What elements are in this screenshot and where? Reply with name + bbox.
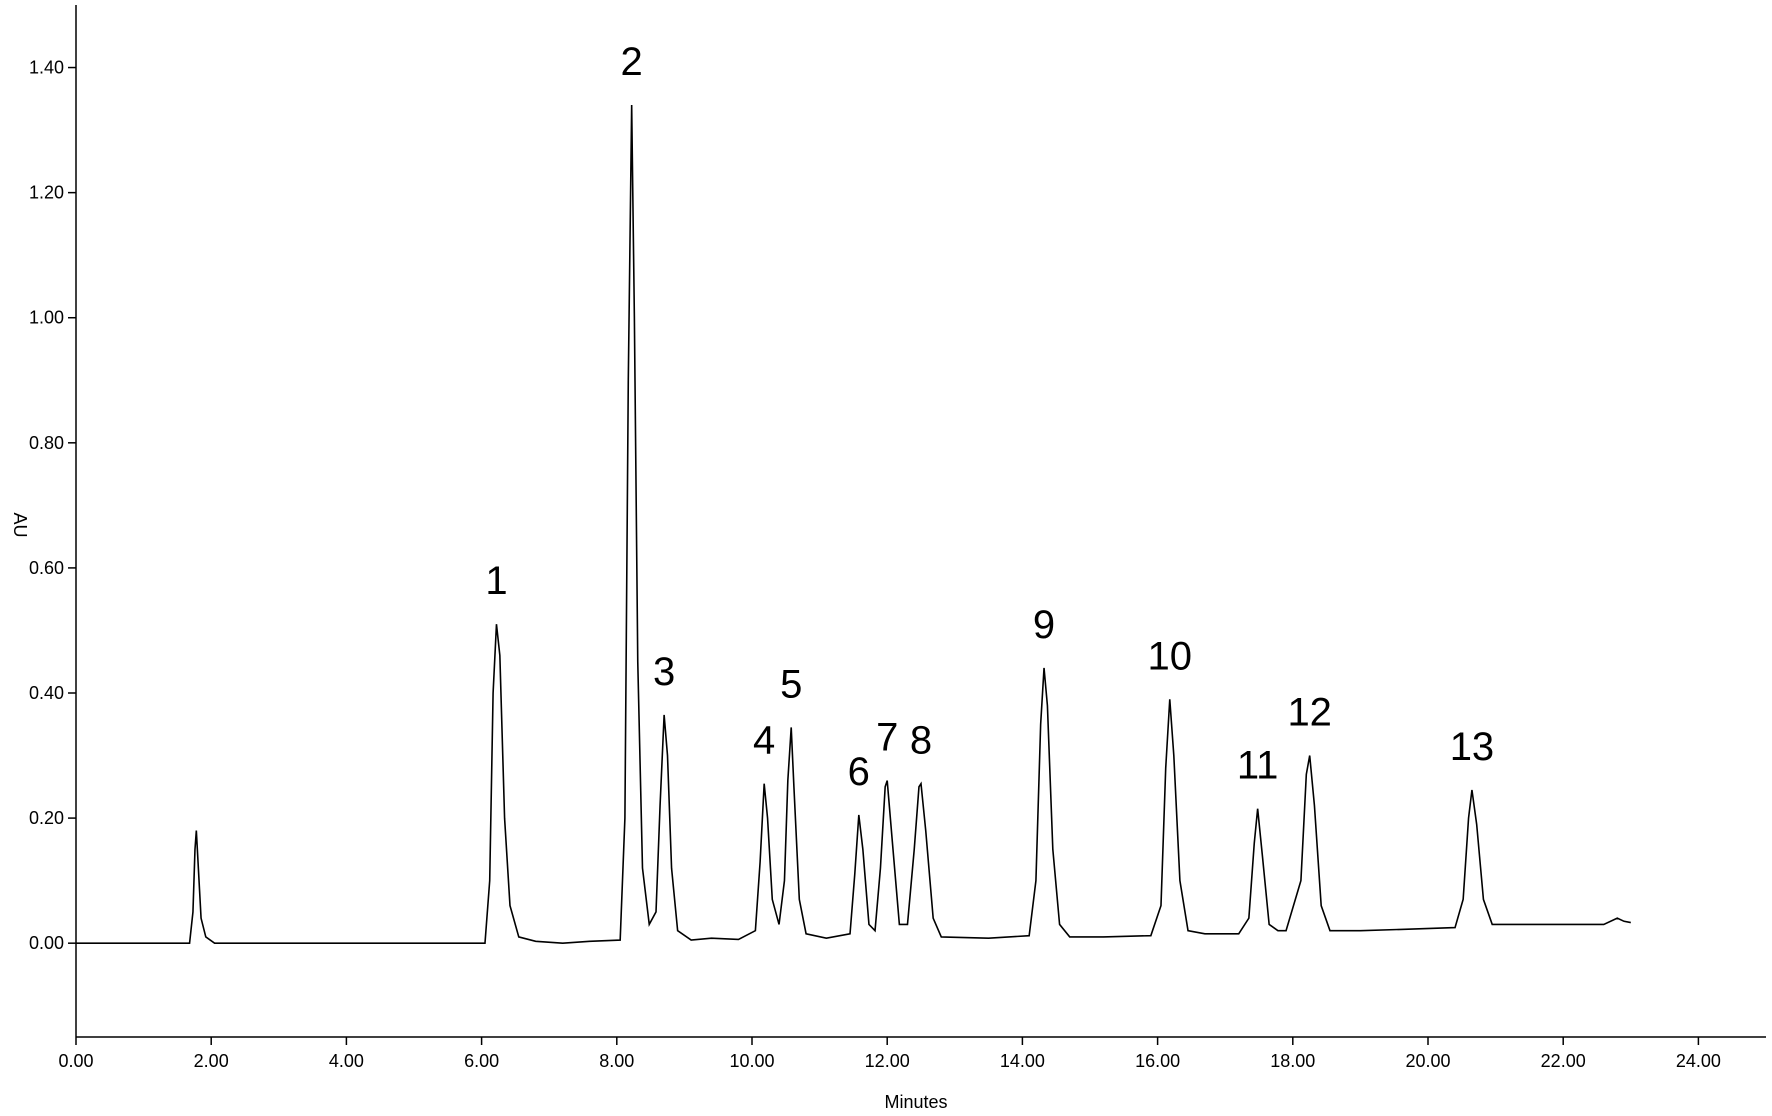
peak-label: 1 — [485, 559, 507, 603]
y-tick-label: 0.00 — [29, 933, 64, 953]
x-tick-label: 2.00 — [194, 1051, 229, 1071]
peak-label: 13 — [1450, 725, 1495, 769]
x-tick-label: 24.00 — [1676, 1051, 1721, 1071]
x-tick-label: 10.00 — [729, 1051, 774, 1071]
peak-label: 12 — [1287, 691, 1332, 735]
trace — [76, 105, 1631, 944]
x-tick-label: 12.00 — [865, 1051, 910, 1071]
x-tick-label: 18.00 — [1270, 1051, 1315, 1071]
y-tick-label: 0.40 — [29, 683, 64, 703]
peak-label: 10 — [1148, 634, 1193, 678]
x-tick-label: 16.00 — [1135, 1051, 1180, 1071]
x-tick-label: 20.00 — [1405, 1051, 1450, 1071]
y-tick-label: 0.80 — [29, 433, 64, 453]
peak-label: 3 — [653, 650, 675, 694]
x-axis-title: Minutes — [884, 1092, 947, 1112]
y-tick-label: 1.20 — [29, 183, 64, 203]
x-tick-label: 4.00 — [329, 1051, 364, 1071]
peak-label: 5 — [780, 662, 802, 706]
peak-label: 6 — [848, 750, 870, 794]
y-tick-label: 1.40 — [29, 58, 64, 78]
x-tick-label: 6.00 — [464, 1051, 499, 1071]
peak-label: 2 — [621, 40, 643, 84]
y-tick-label: 0.20 — [29, 808, 64, 828]
peak-label: 4 — [753, 719, 775, 763]
peak-label: 7 — [876, 716, 898, 760]
x-tick-label: 22.00 — [1541, 1051, 1586, 1071]
peak-label: 8 — [910, 719, 932, 763]
y-axis-title: AU — [10, 512, 30, 537]
y-tick-label: 1.00 — [29, 308, 64, 328]
x-tick-label: 8.00 — [599, 1051, 634, 1071]
x-tick-label: 14.00 — [1000, 1051, 1045, 1071]
x-tick-label: 0.00 — [58, 1051, 93, 1071]
peak-label: 9 — [1033, 603, 1055, 647]
y-tick-label: 0.60 — [29, 558, 64, 578]
peak-label: 11 — [1237, 744, 1279, 788]
